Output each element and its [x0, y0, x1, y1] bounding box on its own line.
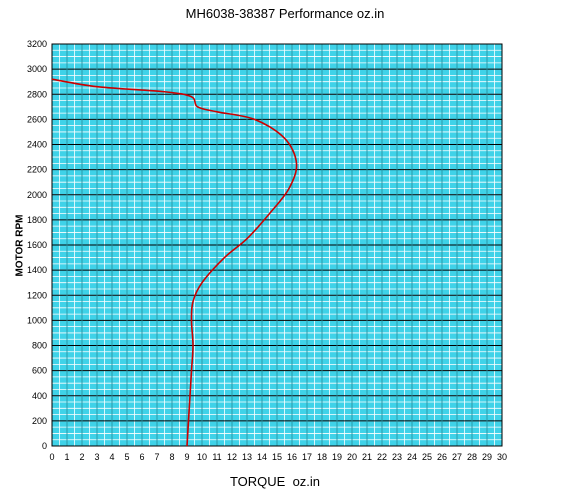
- x-tick-label: 0: [49, 452, 54, 462]
- x-tick-label: 11: [212, 452, 221, 462]
- y-tick-label: 2600: [27, 114, 47, 124]
- x-axis-label: TORQUE oz.in: [229, 474, 321, 489]
- x-tick-label: 15: [272, 452, 282, 462]
- y-tick-label: 1800: [27, 215, 47, 225]
- y-tick-label: 1400: [27, 265, 47, 275]
- x-tick-label: 13: [242, 452, 252, 462]
- x-tick-label: 7: [154, 452, 159, 462]
- x-tick-label: 3: [94, 452, 99, 462]
- y-tick-label: 2000: [27, 190, 47, 200]
- x-tick-label: 17: [302, 452, 312, 462]
- y-tick-label: 800: [32, 341, 47, 351]
- torque-curve-line: [51, 78, 298, 447]
- x-tick-label: 8: [169, 452, 174, 462]
- x-tick-label: 21: [362, 452, 372, 462]
- x-tick-label: 1: [64, 452, 69, 462]
- y-tick-label: 0: [42, 441, 47, 451]
- x-tick-label: 6: [139, 452, 144, 462]
- y-tick-label: 1000: [27, 315, 47, 325]
- x-tick-label: 27: [452, 452, 462, 462]
- y-tick-label: 2800: [27, 89, 47, 99]
- y-tick-label: 3200: [27, 39, 47, 49]
- x-tick-label: 25: [422, 452, 432, 462]
- x-tick-label: 30: [497, 452, 507, 462]
- y-tick-label: 200: [32, 416, 47, 426]
- y-tick-label: 1600: [27, 240, 47, 250]
- x-tick-label: 2: [79, 452, 84, 462]
- x-tick-label: 14: [257, 452, 267, 462]
- x-tick-label: 18: [317, 452, 327, 462]
- y-tick-labels: 0 200 400 600 800 1000 1200 1400 1600 1800 2000 220…: [27, 39, 47, 451]
- y-tick-label: 600: [32, 366, 47, 376]
- x-tick-label: 28: [467, 452, 477, 462]
- x-tick-label: 26: [437, 452, 447, 462]
- x-tick-label: 4: [109, 452, 114, 462]
- y-tick-label: 400: [32, 391, 47, 401]
- chart-title: MH6038-38387 Performance oz.in: [185, 6, 385, 21]
- x-tick-label: 12: [227, 452, 237, 462]
- x-tick-label: 5: [124, 452, 129, 462]
- x-tick-label: 29: [482, 452, 492, 462]
- x-tick-label: 23: [392, 452, 402, 462]
- x-tick-label: 24: [407, 452, 417, 462]
- y-tick-label: 3000: [27, 64, 47, 74]
- x-tick-label: 9: [184, 452, 189, 462]
- y-axis-label: MOTOR RPM: [14, 214, 26, 277]
- x-tick-label: 19: [332, 452, 342, 462]
- x-tick-label: 10: [197, 452, 207, 462]
- y-tick-label: 1200: [27, 290, 47, 300]
- x-tick-labels: 0 1 2 3 4 5 6 7 8 9 10 11 12 13 14 15 16 17 18 19 20 21 22 23 24…: [49, 452, 507, 462]
- x-tick-label: 22: [377, 452, 387, 462]
- y-tick-label: 2200: [27, 165, 47, 175]
- x-tick-label: 16: [287, 452, 297, 462]
- x-tick-label: 20: [347, 452, 357, 462]
- plot-frame: [51, 43, 503, 447]
- y-tick-label: 2400: [27, 140, 47, 150]
